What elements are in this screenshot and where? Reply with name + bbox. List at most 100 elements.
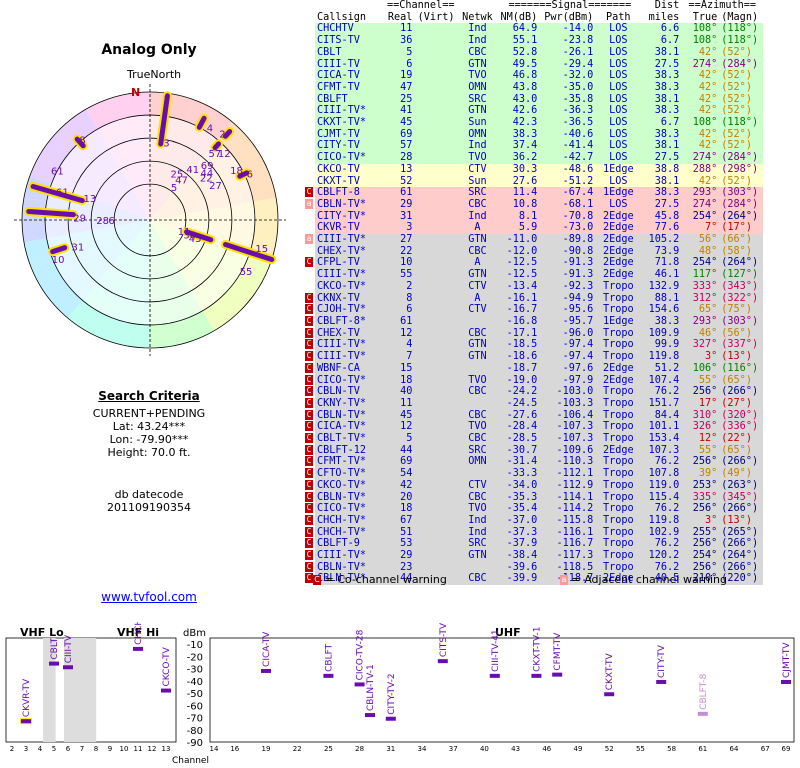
tvfool-link[interactable]: www.tvfool.com <box>101 590 197 604</box>
table-row[interactable]: CKXT-TV 52 Sun 27.6 -51.2 LOS 38.1 42° (52°) <box>305 175 764 188</box>
cell-nm: -12.5 <box>498 269 540 281</box>
bar-label: CFMT-TV <box>553 632 563 671</box>
table-row[interactable]: C CKCO-TV* 42 CTV -34.0 -112.9 Tropo 119.0 253°(… <box>305 479 764 492</box>
table-row[interactable]: CITY-TV* 31 Ind 8.1 -70.8 2Edge 45.8 254° (264°) <box>305 210 764 223</box>
table-row[interactable]: C CIII-TV* 29 GTN -38.4 -117.3 Tropo 120.2 254°(… <box>305 550 764 562</box>
table-row[interactable]: CBLT 5 CBC 52.8 -26.1 LOS 38.1 42° (52°) <box>305 46 764 59</box>
x-tick-label: 13 <box>162 745 171 753</box>
signal-bar: CKCO-TV <box>161 646 172 693</box>
cell-virt <box>414 327 457 340</box>
table-row[interactable]: CIII-TV 6 GTN 49.5 -29.4 LOS 27.5 274° (284°) <box>305 58 764 71</box>
cell-real: 18 <box>385 374 415 387</box>
cell-real: 29 <box>385 198 415 211</box>
x-tick-label: 31 <box>386 745 395 753</box>
table-row[interactable]: a CBLN-TV* 29 CBC 10.8 -68.1 LOS 27.5 274° (284°) <box>305 198 764 211</box>
table-row[interactable]: C CFMT-TV* 69 OMN -31.4 -110.3 Tropo 76.2 256° (2… <box>305 456 764 469</box>
cell-dist: 38.1 <box>641 46 682 59</box>
cell-az: 42° <box>681 128 720 141</box>
table-row[interactable]: C CJOH-TV* 6 CTV -16.7 -95.6 Tropo 154.6 65° (75°… <box>305 304 764 316</box>
cell-dist: 38.3 <box>641 81 682 94</box>
table-row[interactable]: CITY-TV 57 Ind 37.4 -41.4 LOS 38.1 42° (52°) <box>305 140 764 153</box>
cell-pwr: -67.4 <box>539 187 596 199</box>
cell-real: 4 <box>385 339 415 352</box>
cell-real: 44 <box>385 573 415 586</box>
table-row[interactable]: CFMT-TV 47 OMN 43.8 -35.0 LOS 38.3 42° (52°) <box>305 81 764 94</box>
table-row[interactable]: C CBLN-TV 40 CBC -24.2 -103.0 Tropo 76.2 256° (26… <box>305 386 764 398</box>
table-row[interactable]: C CIII-TV* 7 GTN -18.6 -97.4 Tropo 119.8 3° (13°) <box>305 351 764 363</box>
cell-mag: (17°) <box>719 222 764 235</box>
cell-az: 56° <box>681 234 720 246</box>
cell-real: 44 <box>385 444 415 457</box>
table-row[interactable]: CIII-TV* 41 GTN 42.6 -36.3 LOS 38.3 42° (52°) <box>305 105 764 118</box>
criteria-line: Lat: 43.24*** <box>112 420 186 433</box>
table-row[interactable]: C CIII-TV* 4 GTN -18.5 -97.4 Tropo 99.9 327° (337… <box>305 339 764 352</box>
table-row[interactable]: CKCO-TV 13 CTV 30.3 -48.6 1Edge 38.8 288° (298°) <box>305 163 764 176</box>
cell-virt <box>414 339 457 352</box>
table-row[interactable]: CIII-TV* 55 GTN -12.5 -91.3 2Edge 46.1 117° (127… <box>305 269 764 281</box>
table-row[interactable]: C CHEX-TV 12 CBC -17.1 -96.0 Tropo 109.9 46° (56°… <box>305 327 764 340</box>
bar-label: CITY-TV <box>657 644 667 678</box>
table-row[interactable]: C CICO-TV* 18 TVO -35.4 -114.2 Tropo 76.2 256° (2… <box>305 503 764 515</box>
table-row[interactable]: CHEX-TV* 22 CBC -12.0 -90.8 2Edge 73.9 48° (58°) <box>305 245 764 258</box>
table-row[interactable]: CICO-TV* 28 TVO 36.2 -42.7 LOS 27.5 274° (284°) <box>305 152 764 164</box>
table-row[interactable]: CKCO-TV* 2 CTV -13.4 -92.3 Tropo 132.9 333° (343… <box>305 280 764 293</box>
co-channel-warning-icon: C <box>305 550 313 561</box>
table-row[interactable]: C CBLT-TV* 5 CBC -28.5 -107.3 Tropo 153.4 12° (22… <box>305 433 764 445</box>
cell-net: CTV <box>456 280 499 293</box>
cell-real: 3 <box>385 222 415 235</box>
table-row[interactable]: CKVR-TV 3 A 5.9 -73.0 2Edge 77.6 7° (17°) <box>305 222 764 235</box>
table-row[interactable]: C CFTO-TV* 54 -33.3 -112.1 Tropo 107.8 39° (49°) <box>305 468 764 480</box>
table-row[interactable]: C CBLFT-8* 61 -16.8 -95.7 1Edge 38.3 293° (303°) <box>305 315 764 328</box>
signal-bar: CIII-TV <box>63 634 74 670</box>
table-row[interactable]: C CICA-TV* 12 TVO -28.4 -107.3 Tropo 101.1 326°(… <box>305 421 764 434</box>
legend-co-channel: C = Co-channel warning <box>305 573 447 586</box>
cell-dist: 38.1 <box>641 93 682 106</box>
cell-real: 28 <box>385 152 415 164</box>
co-channel-warning-icon: C <box>305 514 313 525</box>
cell-call: CBLFT-8* <box>315 315 385 328</box>
table-row[interactable]: C WBNF-CA 15 -18.7 -97.6 2Edge 51.2 106° (116°) <box>305 362 764 375</box>
cell-pwr: -95.6 <box>539 304 596 316</box>
table-row[interactable]: CBLFT 25 SRC 43.0 -35.8 LOS 38.1 42° (52°) <box>305 93 764 106</box>
table-row[interactable]: CHCHTV 11 Ind 64.9 -14.0 LOS 6.6 108° (118°) <box>305 23 764 36</box>
cell-mag: (22°) <box>719 433 764 445</box>
cell-dist: 38.1 <box>641 175 682 188</box>
cell-mag: (116°) <box>719 362 764 375</box>
cell-path: Tropo <box>595 339 642 352</box>
table-row[interactable]: C CKNY-TV* 11 -24.5 -103.3 Tropo 151.7 17° (27°) <box>305 397 764 410</box>
table-row[interactable]: a CIII-TV* 27 GTN -11.0 -89.8 2Edge 105.2 56° (66… <box>305 234 764 246</box>
cell-net: A <box>456 292 499 305</box>
cell-az: 42° <box>681 175 720 188</box>
table-row[interactable]: C CBLFT-8 61 SRC 11.4 -67.4 1Edge 38.3 293° (303°… <box>305 187 764 199</box>
cell-virt <box>414 550 457 562</box>
table-row[interactable]: C CBLN-TV* 20 CBC -35.3 -114.1 Tropo 115.4 335°(… <box>305 491 764 504</box>
cell-call: CICA-TV* <box>315 421 385 434</box>
channel-label: 45 <box>189 234 202 245</box>
table-row[interactable]: C CHCH-TV* 51 Ind -37.3 -116.1 Tropo 102.9 255°(… <box>305 526 764 539</box>
y-tick-label: -60 <box>187 701 203 712</box>
table-row[interactable]: C CBLFT-9 53 SRC -37.9 -116.7 Tropo 76.2 256° (26… <box>305 538 764 551</box>
table-row[interactable]: C CKNX-TV 8 A -16.1 -94.9 Tropo 88.1 312° (322°) <box>305 292 764 305</box>
cell-virt <box>414 175 457 188</box>
cell-call: CIII-TV* <box>315 105 385 118</box>
table-row[interactable]: C CFPL-TV 10 A -12.5 -91.3 2Edge 71.8 254° (264°) <box>305 257 764 270</box>
bar-label: CJMT-TV <box>782 642 792 678</box>
y-tick-label: -30 <box>187 665 203 676</box>
cell-pwr: -94.9 <box>539 292 596 305</box>
table-row[interactable]: CICA-TV 19 TVO 46.8 -32.0 LOS 38.3 42° (52°) <box>305 70 764 82</box>
co-channel-warning-icon: C <box>305 538 313 549</box>
channel-label: 15 <box>255 244 268 255</box>
x-tick-label: 19 <box>262 745 271 753</box>
y-tick-label: -80 <box>187 726 203 737</box>
cell-mag: (65°) <box>719 374 764 387</box>
table-row[interactable]: C CBLFT-12 44 SRC -30.7 -109.6 2Edge 107.3 55° (6… <box>305 444 764 457</box>
table-row[interactable]: C CBLN-TV* 45 CBC -27.6 -106.4 Tropo 84.4 310° (3… <box>305 409 764 422</box>
table-row[interactable]: CJMT-TV 69 OMN 38.3 -40.6 LOS 38.3 42° (52°) <box>305 128 764 141</box>
table-row[interactable]: C CBLN-TV* 23 -39.6 -118.5 Tropo 76.2 256° (266°… <box>305 561 764 574</box>
table-row[interactable]: C CICO-TV* 18 TVO -19.0 -97.9 2Edge 107.4 55° (65… <box>305 374 764 387</box>
table-row[interactable]: CKXT-TV* 45 Sun 42.3 -36.5 LOS 6.7 108° (118°) <box>305 117 764 129</box>
channel-label: 7 <box>164 96 170 107</box>
table-row[interactable]: CITS-TV 36 Ind 55.1 -23.8 LOS 6.7 108° (118°) <box>305 35 764 47</box>
cell-nm: 5.9 <box>498 222 540 235</box>
table-row[interactable]: C CHCH-TV* 67 Ind -37.0 -115.8 Tropo 119.8 3° (13… <box>305 514 764 527</box>
